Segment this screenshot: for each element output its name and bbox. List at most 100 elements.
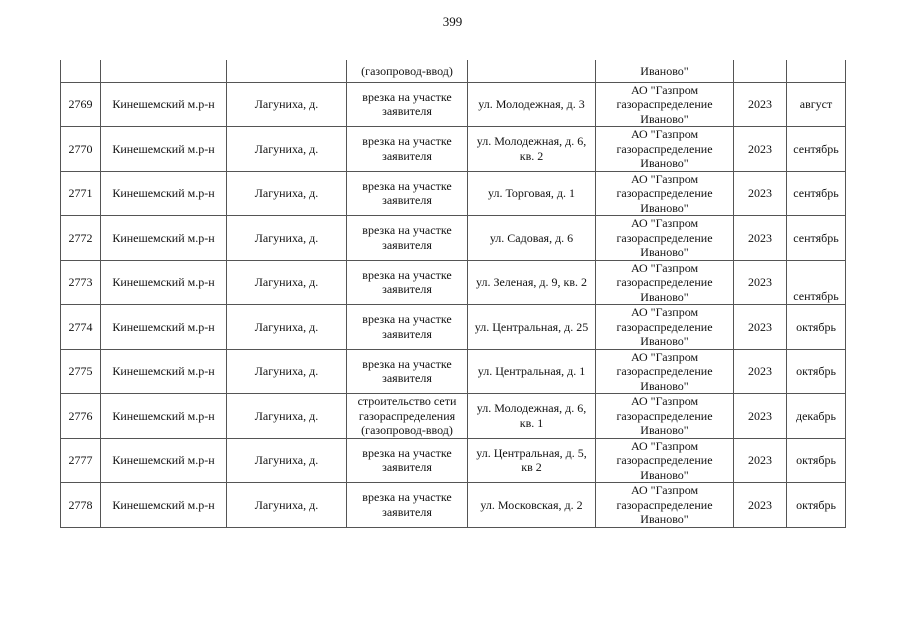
row-number-cell: 2772	[60, 215, 101, 261]
settlement-cell: Лагуниха, д.	[226, 81, 347, 127]
settlement-cell: Лагуниха, д.	[226, 437, 347, 483]
address-cell: ул. Центральная, д. 25	[467, 304, 596, 350]
organization-cell: АО "Газпром газораспределение Иваново"	[595, 81, 734, 127]
gasification-table: (газопровод-ввод) Иваново" 2769 Кинешемский…	[60, 60, 846, 528]
address-cell: ул. Московская, д. 2	[467, 482, 596, 528]
row-number-cell: 2776	[60, 393, 101, 439]
page-number: 399	[442, 14, 463, 29]
organization-cell: АО "Газпром газораспределение Иваново"	[595, 348, 734, 394]
month-cell: октябрь	[786, 482, 846, 528]
work-type-cell: врезка на участке заявителя	[346, 304, 468, 350]
month-cell: октябрь	[786, 437, 846, 483]
table-row: 2774 Кинешемский м.р-н Лагуниха, д. врезка …	[60, 304, 846, 350]
month-cell: сентябрь	[786, 215, 846, 261]
month-cell: октябрь	[786, 348, 846, 394]
table-row: 2770 Кинешемский м.р-н Лагуниха, д. врезка …	[60, 126, 846, 172]
month-cell: декабрь	[786, 393, 846, 439]
organization-cell: АО "Газпром газораспределение Иваново"	[595, 437, 734, 483]
organization-cell: АО "Газпром газораспределение Иваново"	[595, 215, 734, 261]
row-number-cell: 2778	[60, 482, 101, 528]
district-cell: Кинешемский м.р-н	[100, 393, 227, 439]
month-cell: сентябрь	[786, 126, 846, 172]
row-number-cell: 2773	[60, 259, 101, 305]
month-cell: сентябрь	[786, 170, 846, 216]
month-cell: сентябрь	[786, 259, 846, 305]
district-cell: Кинешемский м.р-н	[100, 304, 227, 350]
row-number-cell: 2774	[60, 304, 101, 350]
work-type-cell: врезка на участке заявителя	[346, 348, 468, 394]
year-cell: 2023	[733, 170, 787, 216]
year-cell: 2023	[733, 215, 787, 261]
year-cell: 2023	[733, 304, 787, 350]
organization-cell: АО "Газпром газораспределение Иваново"	[595, 170, 734, 216]
table-row: 2776 Кинешемский м.р-н Лагуниха, д. строите…	[60, 393, 846, 439]
row-number-cell: 2775	[60, 348, 101, 394]
year-cell: 2023	[733, 348, 787, 394]
year-cell: 2023	[733, 437, 787, 483]
work-type-cell: врезка на участке заявителя	[346, 482, 468, 528]
address-cell: ул. Садовая, д. 6	[467, 215, 596, 261]
work-type-cell: (газопровод-ввод)	[346, 60, 468, 83]
district-cell: Кинешемский м.р-н	[100, 81, 227, 127]
settlement-cell: Лагуниха, д.	[226, 170, 347, 216]
district-cell: Кинешемский м.р-н	[100, 259, 227, 305]
organization-cell: АО "Газпром газораспределение Иваново"	[595, 482, 734, 528]
district-cell: Кинешемский м.р-н	[100, 437, 227, 483]
row-number-cell: 2769	[60, 81, 101, 127]
work-type-cell: врезка на участке заявителя	[346, 259, 468, 305]
address-cell: ул. Зеленая, д. 9, кв. 2	[467, 259, 596, 305]
address-cell: ул. Молодежная, д. 6, кв. 2	[467, 126, 596, 172]
district-cell: Кинешемский м.р-н	[100, 126, 227, 172]
month-cell: август	[786, 81, 846, 127]
row-number-cell: 2770	[60, 126, 101, 172]
year-cell: 2023	[733, 482, 787, 528]
organization-cell: АО "Газпром газораспределение Иваново"	[595, 304, 734, 350]
address-cell: ул. Центральная, д. 5, кв 2	[467, 437, 596, 483]
work-type-cell: строительство сети газораспределения (га…	[346, 393, 468, 439]
work-type-cell: врезка на участке заявителя	[346, 170, 468, 216]
table-row: 2772 Кинешемский м.р-н Лагуниха, д. врезка …	[60, 215, 846, 261]
month-cell	[786, 60, 846, 83]
organization-cell: АО "Газпром газораспределение Иваново"	[595, 126, 734, 172]
year-cell	[733, 60, 787, 83]
work-type-cell: врезка на участке заявителя	[346, 81, 468, 127]
organization-cell: АО "Газпром газораспределение Иваново"	[595, 259, 734, 305]
year-cell: 2023	[733, 259, 787, 305]
table-row: 2771 Кинешемский м.р-н Лагуниха, д. врезка …	[60, 170, 846, 216]
row-number-cell: 2771	[60, 170, 101, 216]
address-cell: ул. Молодежная, д. 3	[467, 81, 596, 127]
work-type-cell: врезка на участке заявителя	[346, 215, 468, 261]
settlement-cell: Лагуниха, д.	[226, 348, 347, 394]
settlement-cell: Лагуниха, д.	[226, 304, 347, 350]
settlement-cell: Лагуниха, д.	[226, 482, 347, 528]
settlement-cell: Лагуниха, д.	[226, 215, 347, 261]
organization-cell: Иваново"	[595, 60, 734, 83]
year-cell: 2023	[733, 81, 787, 127]
address-cell: ул. Торговая, д. 1	[467, 170, 596, 216]
settlement-cell: Лагуниха, д.	[226, 393, 347, 439]
year-cell: 2023	[733, 393, 787, 439]
district-cell: Кинешемский м.р-н	[100, 215, 227, 261]
month-cell: октябрь	[786, 304, 846, 350]
district-cell: Кинешемский м.р-н	[100, 482, 227, 528]
address-cell: ул. Молодежная, д. 6, кв. 1	[467, 393, 596, 439]
table-row: 2769 Кинешемский м.р-н Лагуниха, д. врезка …	[60, 81, 846, 127]
table-row: 2773 Кинешемский м.р-н Лагуниха, д. врезка …	[60, 259, 846, 305]
settlement-cell: Лагуниха, д.	[226, 259, 347, 305]
row-number-cell	[60, 60, 101, 83]
address-cell: ул. Центральная, д. 1	[467, 348, 596, 394]
organization-cell: АО "Газпром газораспределение Иваново"	[595, 393, 734, 439]
table-row: 2775 Кинешемский м.р-н Лагуниха, д. врезка …	[60, 348, 846, 394]
settlement-cell	[226, 60, 347, 83]
table-row: 2777 Кинешемский м.р-н Лагуниха, д. врезка …	[60, 437, 846, 483]
work-type-cell: врезка на участке заявителя	[346, 126, 468, 172]
table-row: 2778 Кинешемский м.р-н Лагуниха, д. врезка …	[60, 482, 846, 528]
continued-row: (газопровод-ввод) Иваново"	[60, 60, 846, 83]
work-type-cell: врезка на участке заявителя	[346, 437, 468, 483]
year-cell: 2023	[733, 126, 787, 172]
district-cell: Кинешемский м.р-н	[100, 348, 227, 394]
settlement-cell: Лагуниха, д.	[226, 126, 347, 172]
district-cell: Кинешемский м.р-н	[100, 170, 227, 216]
address-cell	[467, 60, 596, 83]
row-number-cell: 2777	[60, 437, 101, 483]
